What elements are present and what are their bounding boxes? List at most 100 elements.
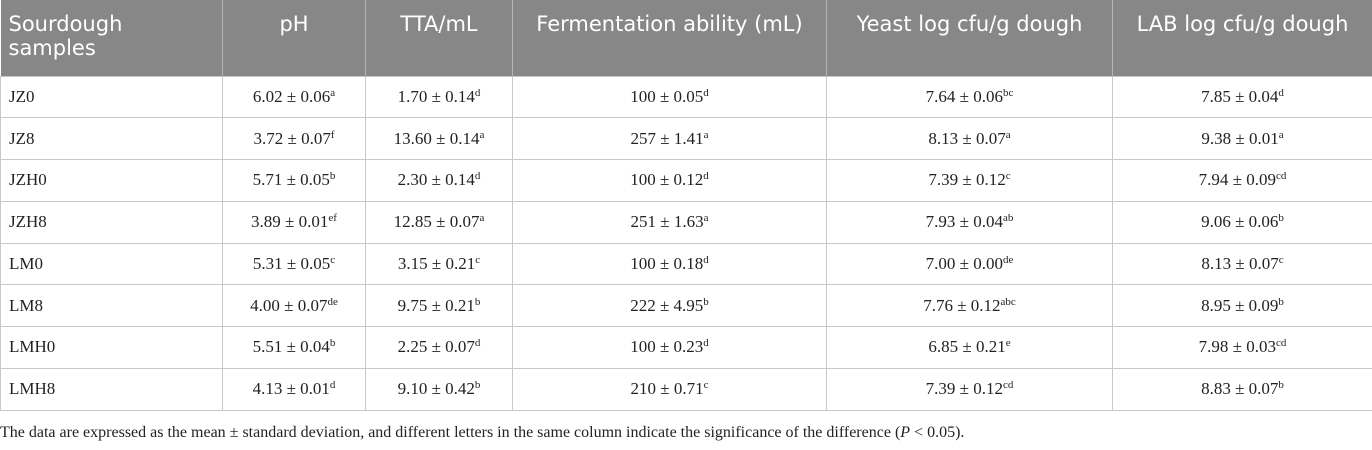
value-cell: 4.13 ± 0.01d <box>222 367 366 411</box>
table-row: JZH8 3.89 ± 0.01ef 12.85 ± 0.07a 251 ± 1.63… <box>0 200 1372 244</box>
table-row: LMH8 4.13 ± 0.01d 9.10 ± 0.42b 210 ± 0.71c 7… <box>0 367 1372 411</box>
value-cell: 210 ± 0.71c <box>512 367 827 411</box>
cell-value: 2.25 ± 0.07 <box>397 337 475 357</box>
header-cell: TTA/mL <box>365 0 513 76</box>
significance-letter: de <box>327 295 338 308</box>
data-table: Sourdough samples pH TTA/mL Fermentation ab… <box>0 0 1372 411</box>
table-row: JZ8 3.72 ± 0.07f 13.60 ± 0.14a 257 ± 1.41a 8… <box>0 117 1372 160</box>
sample-cell: JZH0 <box>0 159 223 202</box>
significance-letter: a <box>1278 128 1284 141</box>
cell-value: 7.76 ± 0.12 <box>923 295 1001 315</box>
significance-letter: b <box>329 170 336 183</box>
cell-value: 257 ± 1.41 <box>630 128 704 148</box>
header-cell: Sourdough samples <box>0 0 223 76</box>
significance-letter: b <box>474 295 481 308</box>
value-cell: 6.02 ± 0.06a <box>222 75 366 119</box>
table-row: JZ0 6.02 ± 0.06a 1.70 ± 0.14d 100 ± 0.05d 7.… <box>0 75 1372 119</box>
significance-letter: a <box>1005 128 1011 141</box>
cell-value: 9.38 ± 0.01 <box>1201 128 1279 148</box>
value-cell: 5.31 ± 0.05c <box>222 242 366 286</box>
header-cell: Yeast log cfu/g dough <box>826 0 1113 76</box>
value-cell: 100 ± 0.18d <box>512 242 827 286</box>
significance-letter: a <box>703 128 709 141</box>
sample-cell: LMH0 <box>0 326 223 369</box>
value-cell: 7.94 ± 0.09cd <box>1112 159 1372 202</box>
cell-value: 8.13 ± 0.07 <box>1201 253 1279 273</box>
cell-value: 251 ± 1.63 <box>630 212 704 232</box>
cell-value: 100 ± 0.18 <box>630 253 704 273</box>
cell-value: 1.70 ± 0.14 <box>397 86 475 106</box>
value-cell: 7.85 ± 0.04d <box>1112 75 1372 119</box>
significance-letter: cd <box>1275 170 1287 183</box>
value-cell: 8.13 ± 0.07c <box>1112 242 1372 286</box>
significance-letter: bc <box>1002 86 1014 99</box>
significance-letter: c <box>1005 170 1011 183</box>
value-cell: 7.98 ± 0.03cd <box>1112 326 1372 369</box>
significance-letter: a <box>703 212 709 225</box>
cell-value: 7.64 ± 0.06 <box>925 86 1003 106</box>
significance-letter: d <box>474 170 481 183</box>
cell-value: 222 ± 4.95 <box>630 295 704 315</box>
header-text: pH <box>279 12 309 36</box>
value-cell: 3.72 ± 0.07f <box>222 117 366 160</box>
cell-value: 4.13 ± 0.01 <box>252 379 330 399</box>
header-text: Yeast log cfu/g dough <box>856 12 1083 36</box>
significance-letter: b <box>474 379 481 392</box>
header-text: LAB log cfu/g dough <box>1136 12 1349 36</box>
table-row: LM0 5.31 ± 0.05c 3.15 ± 0.21c 100 ± 0.18d 7.… <box>0 242 1372 286</box>
cell-value: JZH0 <box>9 170 47 190</box>
table-row: LM8 4.00 ± 0.07de 9.75 ± 0.21b 222 ± 4.95b 7… <box>0 284 1372 327</box>
cell-value: LMH8 <box>9 379 56 399</box>
value-cell: 2.25 ± 0.07d <box>365 326 513 369</box>
value-cell: 6.85 ± 0.21e <box>826 326 1113 369</box>
significance-letter: d <box>703 253 709 266</box>
value-cell: 257 ± 1.41a <box>512 117 827 160</box>
value-cell: 3.89 ± 0.01ef <box>222 200 366 244</box>
significance-letter: abc <box>1000 295 1016 308</box>
significance-letter: d <box>329 379 336 392</box>
header-cell: LAB log cfu/g dough <box>1112 0 1372 76</box>
table-body: JZ0 6.02 ± 0.06a 1.70 ± 0.14d 100 ± 0.05d 7.… <box>0 75 1372 411</box>
cell-value: 8.83 ± 0.07 <box>1201 379 1279 399</box>
cell-value: 2.30 ± 0.14 <box>397 170 475 190</box>
value-cell: 8.83 ± 0.07b <box>1112 367 1372 411</box>
cell-value: 3.89 ± 0.01 <box>251 212 329 232</box>
cell-value: 8.95 ± 0.09 <box>1201 295 1279 315</box>
value-cell: 100 ± 0.12d <box>512 159 827 202</box>
header-text: Sourdough samples <box>8 12 123 60</box>
value-cell: 7.39 ± 0.12c <box>826 159 1113 202</box>
cell-value: 4.00 ± 0.07 <box>250 295 328 315</box>
value-cell: 5.51 ± 0.04b <box>222 326 366 369</box>
cell-value: 7.94 ± 0.09 <box>1198 170 1276 190</box>
value-cell: 7.00 ± 0.00de <box>826 242 1113 286</box>
table-row: JZH0 5.71 ± 0.05b 2.30 ± 0.14d 100 ± 0.12d 7… <box>0 159 1372 202</box>
cell-value: LM8 <box>9 295 43 315</box>
significance-letter: b <box>1278 212 1284 225</box>
significance-letter: a <box>479 212 485 225</box>
footnote-text: < 0.05). <box>910 424 965 441</box>
sample-cell: JZH8 <box>0 200 223 244</box>
significance-letter: de <box>1002 253 1014 266</box>
header-text: TTA/mL <box>400 12 478 36</box>
significance-letter: c <box>475 253 481 266</box>
significance-letter: ef <box>328 212 337 225</box>
significance-letter: f <box>330 128 335 141</box>
cell-value: 3.15 ± 0.21 <box>397 253 476 273</box>
significance-letter: cd <box>1002 379 1014 392</box>
significance-letter: c <box>703 379 709 392</box>
value-cell: 251 ± 1.63a <box>512 200 827 244</box>
sample-cell: LM0 <box>0 242 223 286</box>
significance-letter: b <box>329 337 336 350</box>
value-cell: 4.00 ± 0.07de <box>222 284 366 327</box>
header-cell: pH <box>222 0 366 76</box>
significance-letter: b <box>1278 379 1284 392</box>
significance-letter: d <box>703 337 709 350</box>
cell-value: 7.39 ± 0.12 <box>928 170 1006 190</box>
cell-value: 6.02 ± 0.06 <box>252 86 331 106</box>
value-cell: 7.76 ± 0.12abc <box>826 284 1113 327</box>
header-row: Sourdough samples pH TTA/mL Fermentation ab… <box>0 0 1372 76</box>
cell-value: 13.60 ± 0.14 <box>393 128 480 148</box>
significance-letter: d <box>703 86 709 99</box>
value-cell: 222 ± 4.95b <box>512 284 827 327</box>
